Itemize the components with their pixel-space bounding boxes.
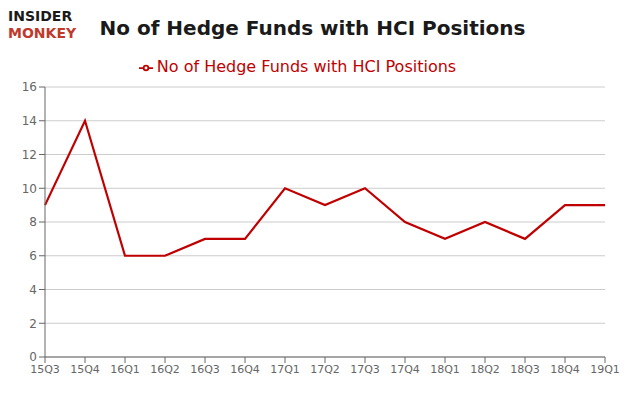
svg-text:2: 2 [29, 317, 37, 331]
svg-text:16Q4: 16Q4 [230, 363, 260, 376]
html-text:No of Hedge Funds with HCI Pos: No of Hedge Funds with HCI Positions [99, 16, 526, 40]
svg-text:17Q1: 17Q1 [270, 363, 300, 376]
svg-text:4: 4 [29, 283, 37, 297]
svg-text:16Q3: 16Q3 [190, 363, 220, 376]
svg-text:18Q1: 18Q1 [430, 363, 460, 376]
svg-text:14: 14 [22, 114, 37, 128]
svg-text:18Q4: 18Q4 [550, 363, 580, 376]
svg-text:17Q4: 17Q4 [390, 363, 420, 376]
svg-text:17Q2: 17Q2 [310, 363, 340, 376]
svg-text:18Q2: 18Q2 [470, 363, 500, 376]
html-text:No of Hedge Funds with HCI Pos: No of Hedge Funds with HCI Positions [156, 57, 457, 76]
svg-text:16Q1: 16Q1 [110, 363, 140, 376]
svg-text:10: 10 [22, 182, 37, 196]
svg-text:6: 6 [29, 249, 37, 263]
svg-text:15Q4: 15Q4 [70, 363, 100, 376]
svg-text:17Q3: 17Q3 [350, 363, 380, 376]
svg-text:16: 16 [22, 80, 37, 94]
svg-text:0: 0 [29, 350, 37, 364]
svg-text:8: 8 [29, 215, 37, 229]
html-text:MONKEY: MONKEY [8, 24, 77, 41]
svg-text:15Q3: 15Q3 [30, 363, 60, 376]
svg-text:16Q2: 16Q2 [150, 363, 180, 376]
html-text:INSIDER: INSIDER [8, 8, 73, 24]
svg-text:19Q1: 19Q1 [590, 363, 617, 376]
svg-text:18Q3: 18Q3 [510, 363, 540, 376]
svg-text:12: 12 [22, 148, 37, 162]
